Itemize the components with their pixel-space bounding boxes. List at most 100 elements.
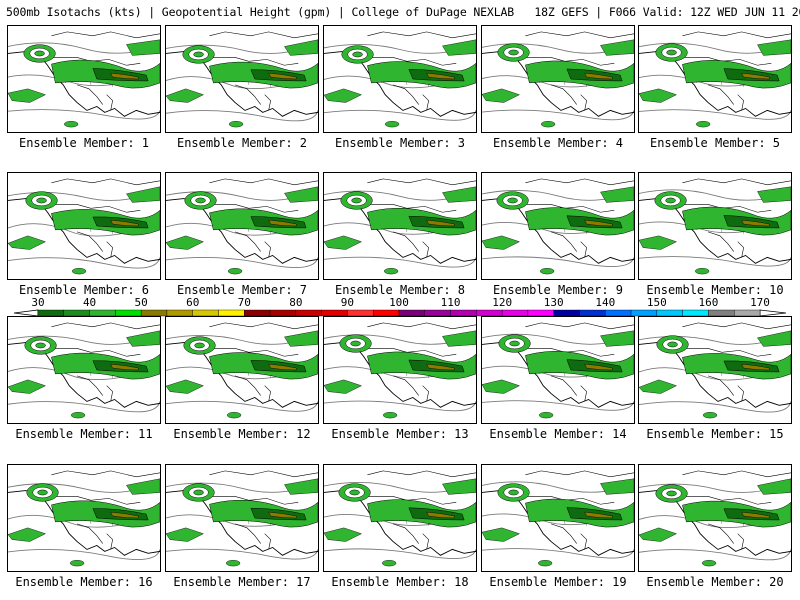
coastline xyxy=(234,523,271,550)
jet-maximum-region xyxy=(426,363,455,371)
height-contour xyxy=(166,110,318,122)
ensemble-member-label: Ensemble Member: 2 xyxy=(176,136,308,150)
isotach-patch xyxy=(324,88,363,103)
isotach-patch xyxy=(284,39,318,56)
border-line xyxy=(511,348,615,357)
isotach-patch xyxy=(228,121,244,128)
jet-maximum-region xyxy=(110,72,139,80)
isotach-patch xyxy=(639,235,678,250)
isotach-patch xyxy=(383,412,398,419)
isotach-patch xyxy=(226,412,242,419)
page-title: 500mb Isotachs (kts) | Geopotential Heig… xyxy=(6,5,800,19)
isotach-patch xyxy=(482,379,521,394)
map-graphic xyxy=(8,31,160,128)
isotach-patch xyxy=(166,527,205,542)
ensemble-member-map xyxy=(165,25,319,133)
height-contour xyxy=(639,109,791,120)
ensemble-member-label: Ensemble Member: 10 xyxy=(646,283,784,297)
jet-maximum-region xyxy=(741,219,770,227)
isotach-patch xyxy=(126,186,160,203)
jet-maximum-region xyxy=(741,72,770,80)
colorbar-tick-label: 130 xyxy=(544,296,564,309)
ensemble-member-label: Ensemble Member: 17 xyxy=(173,575,311,589)
ensemble-member-map xyxy=(7,316,161,424)
map-graphic xyxy=(639,470,791,567)
ensemble-member-label: Ensemble Member: 13 xyxy=(331,427,469,441)
border-line xyxy=(353,496,457,505)
ensemble-member-label: Ensemble Member: 3 xyxy=(334,136,466,150)
low-center xyxy=(35,342,46,349)
ensemble-member-label: Ensemble Member: 7 xyxy=(176,283,308,297)
isotach-patch xyxy=(8,527,47,542)
coastline xyxy=(367,178,476,186)
coastline xyxy=(392,375,429,402)
colorbar-swatch xyxy=(115,309,142,317)
ensemble-member-map xyxy=(638,464,792,572)
isotach-patch xyxy=(8,88,47,103)
jet-maximum-region xyxy=(110,219,139,227)
low-center xyxy=(509,340,520,347)
isotach-patch xyxy=(442,39,476,56)
border-line xyxy=(37,496,141,505)
coastline xyxy=(51,470,160,478)
coastline xyxy=(209,322,318,330)
isotach-patch xyxy=(166,235,205,250)
height-contour xyxy=(324,256,476,268)
map-graphic xyxy=(482,322,634,419)
colorbar-left-arrow xyxy=(13,309,39,317)
height-contour xyxy=(482,256,634,267)
coastline xyxy=(707,523,744,550)
border-line xyxy=(511,496,615,505)
colorbar-tick-label: 160 xyxy=(698,296,718,309)
jet-maximum-region xyxy=(584,219,613,227)
colorbar-swatch xyxy=(192,309,219,317)
ensemble-member-map xyxy=(7,172,161,280)
map-graphic xyxy=(639,31,791,128)
ensemble-member-label: Ensemble Member: 1 xyxy=(18,136,150,150)
coastline xyxy=(76,523,113,550)
low-center xyxy=(34,50,45,57)
map-graphic xyxy=(482,470,634,567)
ensemble-member-map xyxy=(323,172,477,280)
colorbar-swatch xyxy=(734,309,761,317)
coastline xyxy=(682,31,791,39)
coastline xyxy=(682,178,791,186)
border-line xyxy=(353,204,457,213)
low-center xyxy=(351,197,362,204)
coastline xyxy=(234,84,271,111)
height-contour xyxy=(8,257,160,269)
isotach-patch xyxy=(166,379,205,394)
map-graphic xyxy=(166,31,318,128)
colorbar-swatch xyxy=(63,309,90,317)
isotach-patch xyxy=(226,560,241,567)
map-graphic xyxy=(324,322,476,419)
coastline xyxy=(209,178,318,186)
isotach-patch xyxy=(382,560,397,567)
map-graphic xyxy=(8,178,160,275)
colorbar-swatch xyxy=(450,309,477,317)
jet-maximum-region xyxy=(268,363,297,371)
colorbar-swatch xyxy=(269,309,297,317)
low-center xyxy=(508,49,519,56)
border-line xyxy=(37,204,141,213)
isotach-patch xyxy=(324,379,363,394)
map-graphic xyxy=(324,31,476,128)
low-center xyxy=(350,340,361,347)
colorbar-swatch xyxy=(553,309,580,317)
map-graphic xyxy=(8,322,160,419)
isotach-patch xyxy=(126,478,160,495)
colorbar-swatch xyxy=(166,309,193,317)
low-center xyxy=(37,489,48,496)
colorbar-swatch xyxy=(682,309,709,317)
colorbar-tick-label: 120 xyxy=(492,296,512,309)
colorbar-swatch xyxy=(398,309,425,317)
low-center xyxy=(665,197,676,204)
height-contour xyxy=(8,549,160,561)
coastline xyxy=(682,470,791,478)
map-graphic xyxy=(166,322,318,419)
isotach-patch xyxy=(126,330,160,347)
border-line xyxy=(37,348,141,357)
isotach-patch xyxy=(69,560,85,567)
isotach-patch xyxy=(284,186,318,203)
colorbar-swatch xyxy=(527,309,554,317)
